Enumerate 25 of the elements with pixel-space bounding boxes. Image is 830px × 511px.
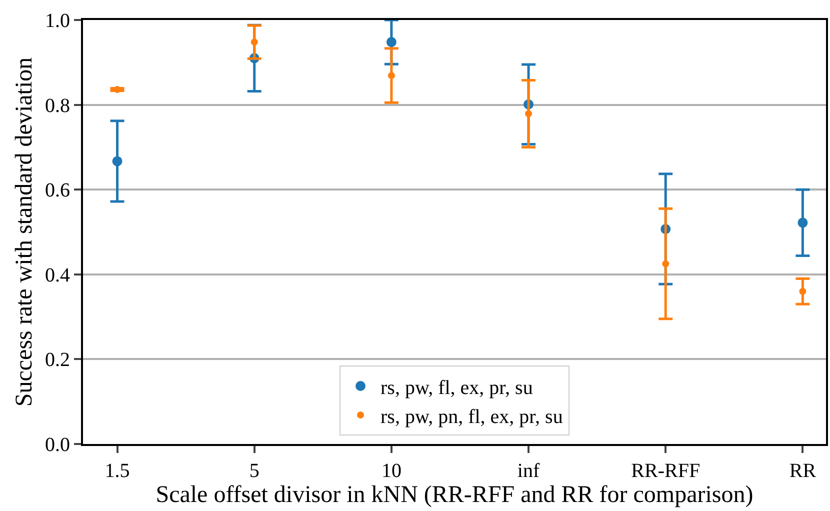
y-tick-label: 0.0 <box>45 434 70 456</box>
x-tick-label: 5 <box>249 460 260 482</box>
y-tick-label: 0.8 <box>45 94 70 117</box>
legend-label: rs, pw, pn, fl, ex, pr, su <box>380 406 563 428</box>
point <box>114 86 121 94</box>
x-axis-title: Scale offset divisor in kNN (RR-RFF and RR for comparison) <box>156 482 754 508</box>
x-tick-label: 10 <box>381 460 402 482</box>
x-tick-label: inf <box>517 460 540 482</box>
x-tick-label: 1.5 <box>104 460 130 482</box>
point <box>662 260 670 268</box>
point <box>798 218 808 228</box>
y-tick-label: 0.6 <box>45 180 70 202</box>
y-tick-label: 0.2 <box>45 349 70 372</box>
y-axis-title: Success rate with standard deviation <box>12 57 38 407</box>
y-tick-label: 1.0 <box>45 10 70 32</box>
legend-label: rs, pw, fl, ex, pr, su <box>380 376 533 399</box>
point <box>799 288 806 295</box>
point <box>388 72 395 80</box>
x-tick-label: RR-RFF <box>631 460 700 482</box>
point <box>525 110 532 118</box>
point <box>386 37 396 48</box>
x-tick-label: RR <box>789 460 817 482</box>
point <box>112 156 122 166</box>
y-tick-label: 0.4 <box>45 264 70 286</box>
point <box>250 38 258 46</box>
